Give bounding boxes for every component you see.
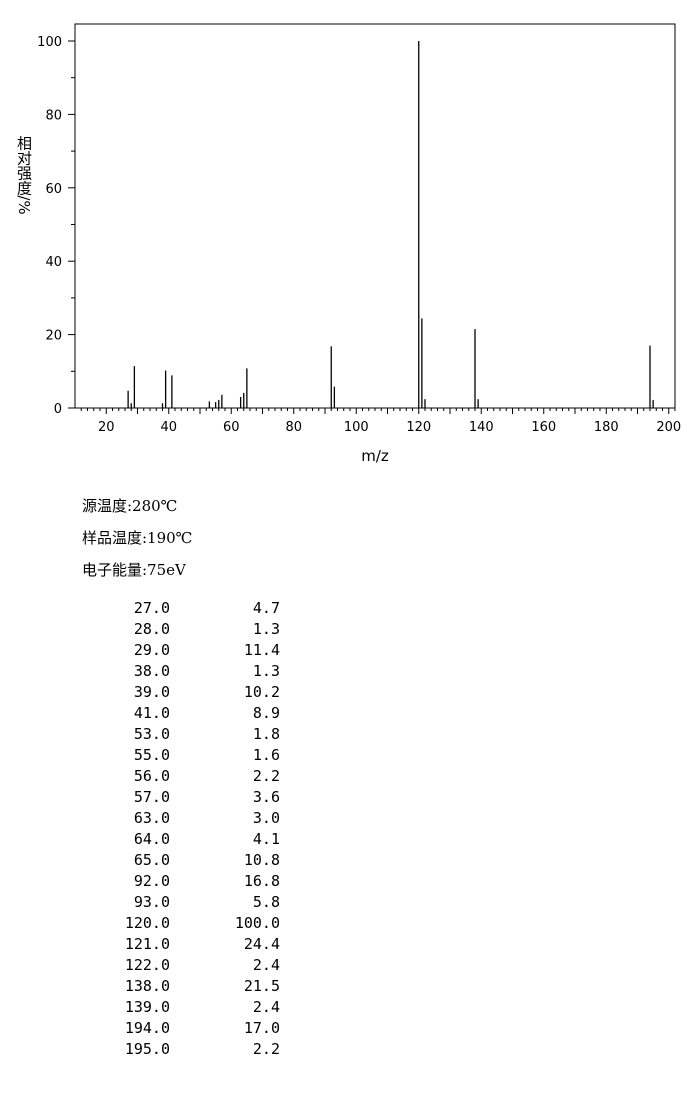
table-row: 64.0 4.1 bbox=[90, 829, 280, 850]
table-row: 122.0 2.4 bbox=[90, 955, 280, 976]
x-axis-title: m/z bbox=[361, 447, 389, 465]
mz-value: 139.0 bbox=[124, 998, 170, 1016]
mz-value: 138.0 bbox=[124, 977, 170, 995]
mz-value: 41.0 bbox=[133, 704, 170, 722]
x-tick-label: 120 bbox=[406, 420, 431, 435]
mz-value: 29.0 bbox=[133, 641, 170, 659]
source-temperature: 源温度:280℃ bbox=[82, 497, 178, 515]
table-row: 138.0 21.5 bbox=[90, 976, 280, 997]
x-axis-ticks: 20 40 60 80 100 120 140 160 180 200 bbox=[80, 408, 681, 435]
abundance-value: 2.2 bbox=[252, 767, 280, 785]
abundance-value: 5.8 bbox=[252, 893, 280, 911]
mz-value: 57.0 bbox=[133, 788, 170, 806]
x-tick-label: 40 bbox=[160, 420, 177, 435]
abundance-value: 24.4 bbox=[243, 935, 280, 953]
mass-spectrum-chart: 20 40 60 80 100 120 140 160 180 200 020406080100 … bbox=[15, 23, 681, 465]
table-row: 92.0 16.8 bbox=[90, 871, 280, 892]
table-row: 56.0 2.2 bbox=[90, 766, 280, 787]
mz-value: 39.0 bbox=[133, 683, 170, 701]
table-row: 28.0 1.3 bbox=[90, 619, 280, 640]
table-row: 55.0 1.6 bbox=[90, 745, 280, 766]
table-row: 57.0 3.6 bbox=[90, 787, 280, 808]
y-axis-title: 相对强度/% bbox=[15, 135, 33, 214]
mz-value: 64.0 bbox=[133, 830, 170, 848]
mz-value: 38.0 bbox=[133, 662, 170, 680]
abundance-value: 16.8 bbox=[243, 872, 280, 890]
peak-bars bbox=[127, 41, 654, 408]
mz-value: 92.0 bbox=[133, 872, 170, 890]
table-row: 121.0 24.4 bbox=[90, 934, 280, 955]
y-tick-label: 20 bbox=[45, 329, 62, 344]
mz-value: 194.0 bbox=[124, 1019, 170, 1037]
table-row: 139.0 2.4 bbox=[90, 997, 280, 1018]
x-tick-label: 20 bbox=[98, 420, 115, 435]
abundance-value: 100.0 bbox=[234, 914, 280, 932]
x-tick-label: 80 bbox=[285, 420, 302, 435]
abundance-value: 8.9 bbox=[252, 704, 280, 722]
table-row: 63.0 3.0 bbox=[90, 808, 280, 829]
table-row: 39.0 10.2 bbox=[90, 682, 280, 703]
peak-table: 27.0 4.7 28.0 1.3 29.0 11.4 38.0 1.3 39.0 10.2 41.… bbox=[90, 598, 280, 1060]
table-row: 38.0 1.3 bbox=[90, 661, 280, 682]
x-tick-label: 140 bbox=[469, 420, 494, 435]
table-row: 195.0 2.2 bbox=[90, 1039, 280, 1060]
abundance-value: 3.6 bbox=[252, 788, 280, 806]
y-tick-label: 80 bbox=[45, 108, 62, 123]
x-tick-label: 200 bbox=[656, 420, 681, 435]
mz-value: 63.0 bbox=[133, 809, 170, 827]
x-tick-label: 180 bbox=[594, 420, 619, 435]
electron-energy: 电子能量:75eV bbox=[82, 561, 186, 579]
table-row: 53.0 1.8 bbox=[90, 724, 280, 745]
y-tick-label: 60 bbox=[45, 182, 62, 197]
table-row: 29.0 11.4 bbox=[90, 640, 280, 661]
abundance-value: 10.8 bbox=[243, 851, 280, 869]
x-tick-label: 100 bbox=[344, 420, 369, 435]
abundance-value: 21.5 bbox=[243, 977, 280, 995]
abundance-value: 4.7 bbox=[252, 599, 280, 617]
mz-value: 65.0 bbox=[133, 851, 170, 869]
y-tick-label: 100 bbox=[37, 35, 62, 50]
mz-value: 195.0 bbox=[124, 1040, 170, 1058]
sample-temperature: 样品温度:190℃ bbox=[82, 529, 193, 547]
table-row: 27.0 4.7 bbox=[90, 598, 280, 619]
x-tick-label: 60 bbox=[223, 420, 240, 435]
abundance-value: 4.1 bbox=[252, 830, 280, 848]
table-row: 93.0 5.8 bbox=[90, 892, 280, 913]
mz-value: 55.0 bbox=[133, 746, 170, 764]
abundance-value: 10.2 bbox=[243, 683, 280, 701]
abundance-value: 1.8 bbox=[252, 725, 280, 743]
abundance-value: 2.4 bbox=[252, 956, 280, 974]
abundance-value: 3.0 bbox=[252, 809, 280, 827]
mz-value: 53.0 bbox=[133, 725, 170, 743]
abundance-value: 2.4 bbox=[252, 998, 280, 1016]
y-tick-label: 40 bbox=[45, 255, 62, 270]
x-tick-label: 160 bbox=[531, 420, 556, 435]
abundance-value: 11.4 bbox=[243, 641, 280, 659]
table-row: 120.0 100.0 bbox=[90, 913, 280, 934]
abundance-value: 17.0 bbox=[243, 1019, 280, 1037]
y-tick-label: 0 bbox=[54, 402, 62, 417]
table-row: 41.0 8.9 bbox=[90, 703, 280, 724]
mz-value: 56.0 bbox=[133, 767, 170, 785]
mz-value: 121.0 bbox=[124, 935, 170, 953]
abundance-value: 2.2 bbox=[252, 1040, 280, 1058]
mz-value: 28.0 bbox=[133, 620, 170, 638]
y-axis-ticks: 0 20 40 60 80 100 bbox=[37, 35, 75, 417]
mz-value: 93.0 bbox=[133, 893, 170, 911]
abundance-value: 1.3 bbox=[252, 662, 280, 680]
table-row: 65.0 10.8 bbox=[90, 850, 280, 871]
plot-frame bbox=[74, 23, 676, 409]
mz-value: 120.0 bbox=[124, 914, 170, 932]
abundance-value: 1.6 bbox=[252, 746, 280, 764]
mz-value: 122.0 bbox=[124, 956, 170, 974]
table-row: 194.0 17.0 bbox=[90, 1018, 280, 1039]
mz-value: 27.0 bbox=[133, 599, 170, 617]
abundance-value: 1.3 bbox=[252, 620, 280, 638]
